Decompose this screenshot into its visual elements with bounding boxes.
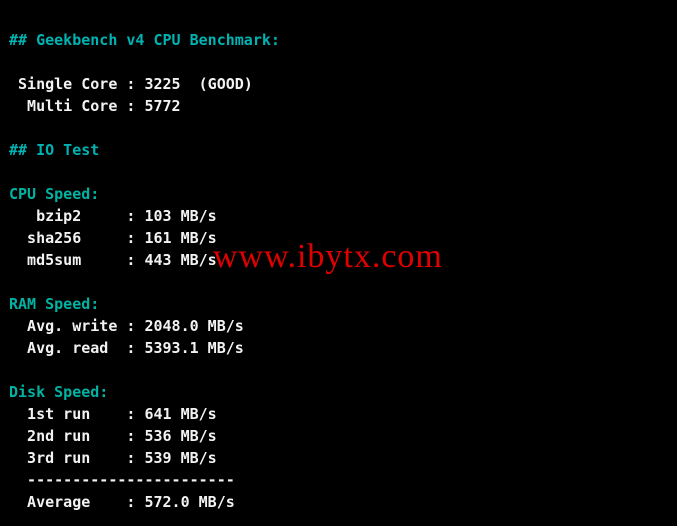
terminal-line-single-core: Single Core : 3225 (GOOD)	[9, 75, 253, 93]
terminal-line-blank	[9, 51, 280, 73]
terminal-line-io-test-title: ## IO Test	[9, 141, 100, 159]
terminal-line-geekbench-title: ## Geekbench v4 CPU Benchmark:	[9, 31, 280, 49]
terminal-line-3rd-run: 3rd run : 539 MB/s	[9, 449, 217, 467]
terminal-line-ram-speed-label: RAM Speed:	[9, 295, 100, 313]
terminal-line-blank	[9, 359, 280, 381]
terminal-line-2nd-run: 2nd run : 536 MB/s	[9, 427, 217, 445]
terminal-line-bzip2: bzip2 : 103 MB/s	[9, 207, 217, 225]
terminal-line-avg-write: Avg. write : 2048.0 MB/s	[9, 317, 244, 335]
terminal-line-cpu-speed-label: CPU Speed:	[9, 185, 100, 203]
terminal-line-avg-read: Avg. read : 5393.1 MB/s	[9, 339, 244, 357]
terminal-line-multi-core: Multi Core : 5772	[9, 97, 181, 115]
terminal-line-blank	[9, 161, 280, 183]
watermark-text: www.ibytx.com	[213, 238, 443, 275]
terminal-line-disk-speed-label: Disk Speed:	[9, 383, 109, 401]
terminal-line-1st-run: 1st run : 641 MB/s	[9, 405, 217, 423]
terminal-line-blank	[9, 117, 280, 139]
terminal-line-sha256: sha256 : 161 MB/s	[9, 229, 217, 247]
terminal-line-divider: -----------------------	[9, 471, 235, 489]
terminal-output: ## Geekbench v4 CPU Benchmark: Single Co…	[9, 29, 280, 513]
terminal-line-average: Average : 572.0 MB/s	[9, 493, 235, 511]
terminal-line-md5sum: md5sum : 443 MB/s	[9, 251, 217, 269]
